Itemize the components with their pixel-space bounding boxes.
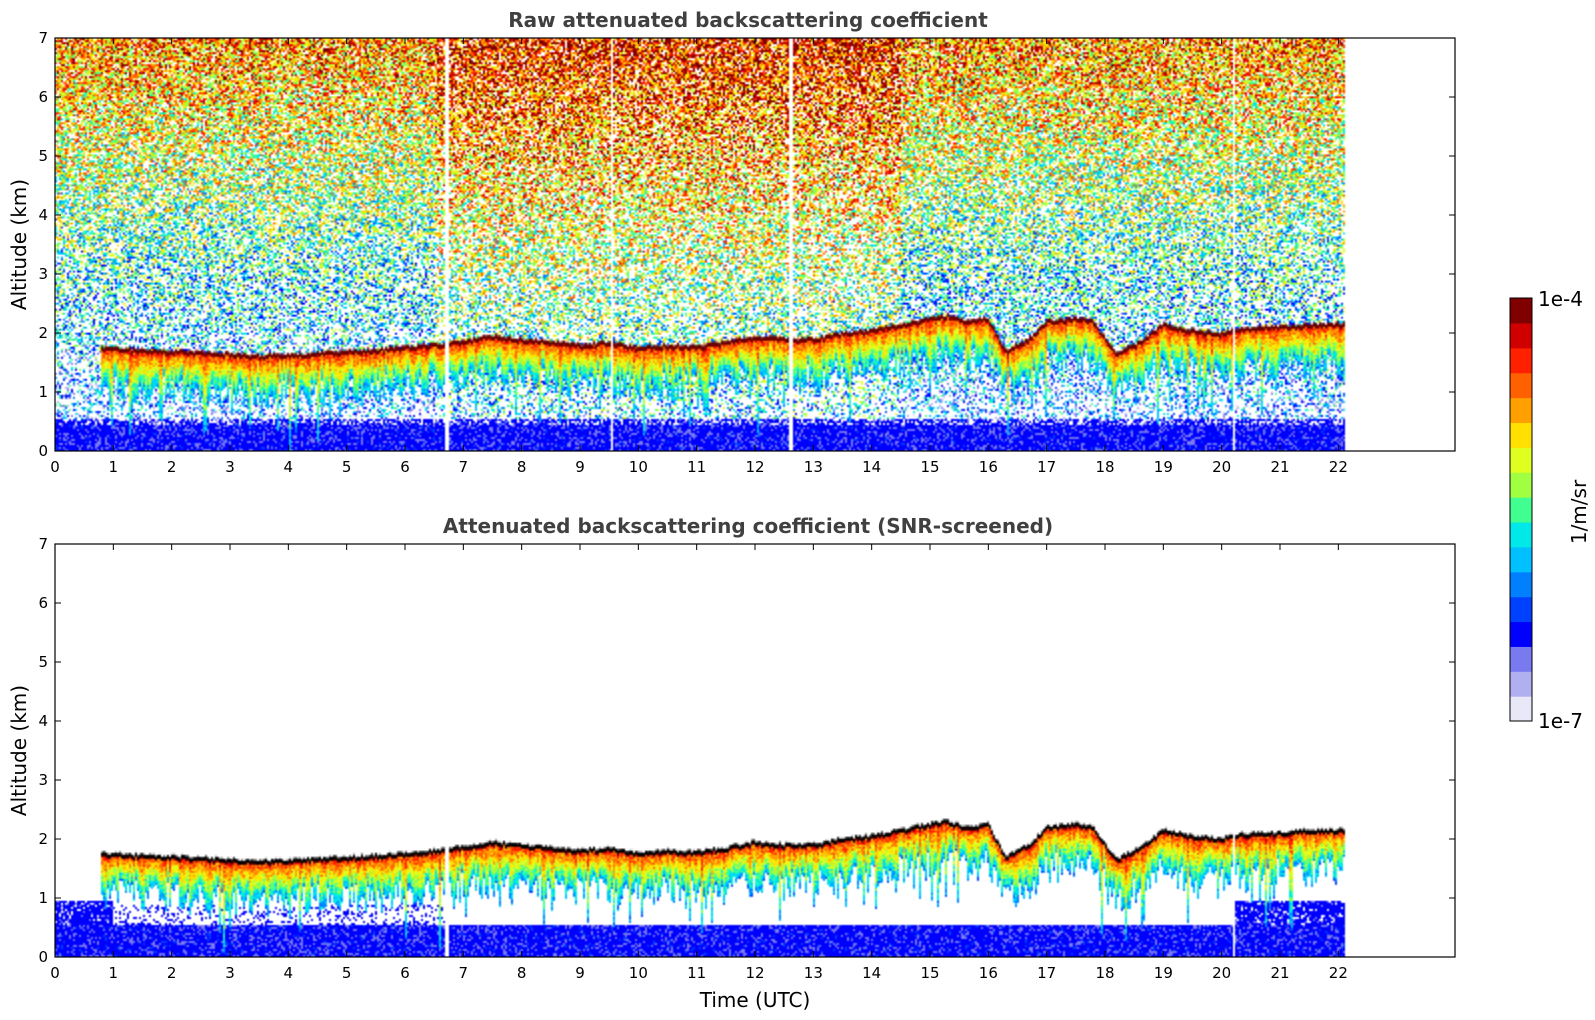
colorbar-band: [1510, 521, 1532, 548]
x-tick-label: 2: [167, 458, 177, 476]
y-tick-label: 3: [38, 771, 48, 789]
heatmap-image: [55, 38, 1455, 451]
x-tick-label: 13: [804, 458, 823, 476]
colorbar-band: [1510, 646, 1532, 672]
colorbar-band: [1510, 696, 1532, 722]
x-tick-label: 19: [1154, 964, 1173, 982]
x-tick-label: 3: [225, 964, 235, 982]
panel-title: Raw attenuated backscattering coefficien…: [508, 8, 988, 32]
axis-ticks: 0 1 2 3 4 5 6 7 8 9 10 11 12 13 14 15 16 17 18 19 20 21 220123…: [38, 29, 1455, 476]
x-tick-label: 10: [629, 458, 648, 476]
heatmap-image: [55, 544, 1455, 957]
y-tick-label: 1: [38, 383, 48, 401]
x-tick-label: 12: [745, 458, 764, 476]
y-tick-label: 5: [38, 653, 48, 671]
x-tick-label: 12: [745, 964, 764, 982]
colorbar-band: [1510, 571, 1532, 598]
x-tick-label: 13: [804, 964, 823, 982]
y-tick-label: 3: [38, 265, 48, 283]
x-tick-label: 14: [862, 964, 881, 982]
x-tick-label: 21: [1270, 458, 1289, 476]
x-tick-label: 21: [1270, 964, 1289, 982]
colorbar-band: [1510, 546, 1532, 573]
colorbar-band: [1510, 621, 1532, 647]
x-tick-label: 18: [1095, 458, 1114, 476]
x-tick-label: 16: [979, 964, 998, 982]
x-tick-label: 3: [225, 458, 235, 476]
x-tick-label: 19: [1154, 458, 1173, 476]
x-tick-label: 1: [109, 964, 119, 982]
y-axis-label: Altitude (km): [7, 685, 31, 816]
x-tick-label: 5: [342, 964, 352, 982]
y-tick-label: 7: [38, 29, 48, 47]
y-tick-label: 2: [38, 324, 48, 342]
y-tick-label: 4: [38, 206, 48, 224]
x-tick-label: 17: [1037, 964, 1056, 982]
y-axis-label: Altitude (km): [7, 179, 31, 310]
colorbar-band: [1510, 596, 1532, 623]
x-tick-label: 1: [109, 458, 119, 476]
x-tick-label: 17: [1037, 458, 1056, 476]
colorbar-frame: [1509, 297, 1533, 722]
x-tick-label: 14: [862, 458, 881, 476]
panel-title: Attenuated backscattering coefficient (S…: [443, 514, 1053, 538]
x-tick-label: 20: [1212, 458, 1231, 476]
x-tick-label: 2: [167, 964, 177, 982]
x-tick-label: 7: [459, 964, 469, 982]
y-tick-label: 6: [38, 88, 48, 106]
colorbar-max-label: 1e-4: [1538, 287, 1583, 311]
y-tick-label: 2: [38, 830, 48, 848]
x-tick-label: 22: [1329, 458, 1348, 476]
x-tick-label: 0: [50, 964, 60, 982]
x-tick-label: 5: [342, 458, 352, 476]
y-tick-label: 7: [38, 535, 48, 553]
x-tick-label: 11: [687, 458, 706, 476]
snr-screened-panel: Attenuated backscattering coefficient (S…: [7, 514, 1456, 1012]
x-tick-label: 20: [1212, 964, 1231, 982]
x-tick-label: 9: [575, 458, 585, 476]
axis-ticks: 0 1 2 3 4 5 6 7 8 9 10 11 12 13 14 15 16 17 18 19 20 21 220123…: [38, 535, 1455, 982]
x-tick-label: 4: [284, 458, 294, 476]
colorbar-min-label: 1e-7: [1538, 709, 1583, 733]
x-tick-label: 8: [517, 964, 527, 982]
colorbar-unit-label: 1/m/sr: [1567, 479, 1591, 544]
colorbar-band: [1510, 347, 1532, 374]
x-tick-label: 11: [687, 964, 706, 982]
x-tick-label: 0: [50, 458, 60, 476]
y-tick-label: 0: [38, 442, 48, 460]
x-tick-label: 4: [284, 964, 294, 982]
y-tick-label: 0: [38, 948, 48, 966]
x-tick-label: 16: [979, 458, 998, 476]
colorbar-band: [1510, 372, 1532, 399]
x-tick-label: 8: [517, 458, 527, 476]
x-axis-label: Time (UTC): [699, 988, 811, 1012]
colorbar-band: [1510, 497, 1532, 523]
colorbar-band: [1510, 422, 1532, 448]
x-tick-label: 10: [629, 964, 648, 982]
colorbar-band: [1510, 322, 1532, 349]
y-tick-label: 4: [38, 712, 48, 730]
x-tick-label: 9: [575, 964, 585, 982]
colorbar: 1e-4 1e-7 1/m/sr: [1509, 287, 1591, 733]
x-tick-label: 18: [1095, 964, 1114, 982]
colorbar-bands: [1510, 298, 1532, 722]
y-tick-label: 6: [38, 594, 48, 612]
x-tick-label: 15: [920, 458, 939, 476]
colorbar-band: [1510, 397, 1532, 424]
y-tick-label: 5: [38, 147, 48, 165]
colorbar-band: [1510, 472, 1532, 498]
x-tick-label: 6: [400, 458, 410, 476]
y-tick-label: 1: [38, 889, 48, 907]
colorbar-band: [1510, 447, 1532, 473]
x-tick-label: 6: [400, 964, 410, 982]
colorbar-band: [1510, 671, 1532, 697]
colorbar-band: [1510, 298, 1532, 324]
x-tick-label: 22: [1329, 964, 1348, 982]
raw-backscatter-panel: Raw attenuated backscattering coefficien…: [7, 8, 1456, 476]
x-tick-label: 7: [459, 458, 469, 476]
x-tick-label: 15: [920, 964, 939, 982]
